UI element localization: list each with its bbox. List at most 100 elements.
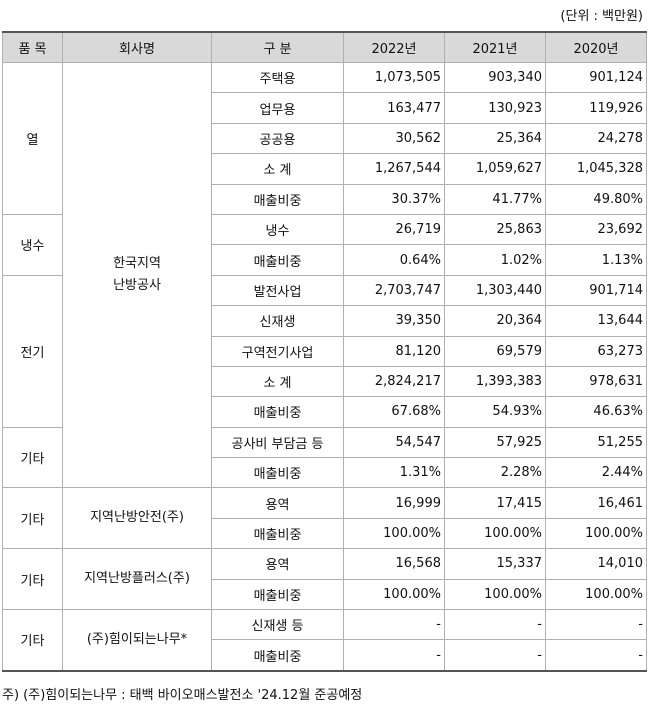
value-2021-cell: 15,337 (444, 548, 546, 580)
category-cell: 매출비중 (211, 183, 344, 215)
table-row: 소 계 1,267,544 1,059,627 1,045,328 (3, 153, 647, 185)
item-group-cell: 열 (2, 62, 63, 215)
value-2021-cell: 130,923 (444, 92, 546, 124)
category-cell: 매출비중 (211, 396, 344, 428)
value-2022-cell: 81,120 (343, 335, 445, 367)
table-row: 기타 지역난방안전(주) 용역 16,999 17,415 16,461 (2, 487, 647, 550)
value-2022-cell: 100.00% (343, 517, 445, 550)
value-2020-cell: 119,926 (545, 92, 647, 124)
category-cell: 신재생 등 (211, 609, 344, 641)
value-2021-cell: 20,364 (444, 305, 546, 337)
table-row: 매출비중 67.68% 54.93% 46.63% (3, 396, 647, 428)
header-company: 회사명 (62, 31, 212, 63)
value-2020-cell: 24,278 (545, 122, 647, 155)
value-2021-cell: 100.00% (444, 578, 546, 611)
value-2022-cell: 1,267,544 (343, 153, 445, 185)
category-cell: 매출비중 (211, 457, 344, 489)
value-2020-cell: 16,461 (545, 487, 647, 519)
category-cell: 매출비중 (211, 517, 344, 550)
category-cell: 소 계 (211, 365, 344, 398)
value-2020-cell: 1,045,328 (545, 153, 647, 185)
value-2020-cell: - (545, 609, 647, 641)
category-cell: 발전사업 (211, 274, 344, 307)
table-row: 냉수 냉수 26,719 25,863 23,692 (2, 213, 647, 276)
table-row: 기타 공사비 부담금 등 54,547 57,925 51,255 (2, 426, 647, 489)
header-row: 품 목 회사명 구 분 2022년 2021년 2020년 (2, 31, 647, 63)
value-2020-cell: 100.00% (545, 517, 647, 550)
value-2022-cell: 16,999 (343, 487, 445, 519)
category-cell: 소 계 (211, 153, 344, 185)
value-2021-cell: 903,340 (444, 61, 546, 94)
value-2022-cell: 16,568 (343, 548, 445, 580)
value-2020-cell: 49.80% (545, 183, 647, 215)
value-2021-cell: 100.00% (444, 517, 546, 550)
value-2020-cell: 51,255 (545, 426, 647, 459)
company-cell: 지역난방플러스(주) (62, 548, 212, 611)
category-cell: 매출비중 (211, 578, 344, 611)
company-cell: 지역난방안전(주) (62, 487, 212, 550)
value-2020-cell: 13,644 (545, 305, 647, 337)
value-2022-cell: 2,703,747 (343, 274, 445, 307)
company-cell: (주)힘이되는나무* (62, 609, 212, 672)
value-2021-cell: 25,364 (444, 122, 546, 155)
value-2020-cell: 23,692 (545, 213, 647, 246)
value-2021-cell: 41.77% (444, 183, 546, 215)
category-cell: 신재생 (211, 305, 344, 337)
value-2022-cell: 30,562 (343, 122, 445, 155)
category-cell: 매출비중 (211, 639, 344, 672)
value-2020-cell: 978,631 (545, 365, 647, 398)
category-cell: 공사비 부담금 등 (211, 426, 344, 459)
table-row: 공공용 30,562 25,364 24,278 (3, 122, 647, 155)
category-cell: 구역전기사업 (211, 335, 344, 367)
table-row: 업무용 163,477 130,923 119,926 (3, 92, 647, 124)
table-row: 매출비중 30.37% 41.77% 49.80% (3, 183, 647, 215)
value-2021-cell: 17,415 (444, 487, 546, 519)
value-2022-cell: 67.68% (343, 396, 445, 428)
item-group-cell: 기타 (2, 426, 63, 489)
value-2021-cell: 1,393,383 (444, 365, 546, 398)
item-group-cell: 전기 (2, 274, 63, 428)
category-cell: 주택용 (211, 61, 344, 94)
header-2020: 2020년 (545, 31, 647, 63)
category-cell: 냉수 (211, 213, 344, 246)
value-2022-cell: 100.00% (343, 578, 445, 611)
table-row: 열 한국지역 난방공사 주택용 1,073,505 903,340 901,124 (2, 61, 647, 489)
header-category: 구 분 (211, 31, 344, 63)
value-2020-cell: 14,010 (545, 548, 647, 580)
value-2021-cell: 57,925 (444, 426, 546, 459)
category-cell: 용역 (211, 548, 344, 580)
company-cell: 한국지역 난방공사 (62, 61, 212, 489)
table-row: 기타 지역난방플러스(주) 용역 16,568 15,337 14,010 (2, 548, 647, 611)
value-2022-cell: 2,824,217 (343, 365, 445, 398)
table-row: 기타 (주)힘이되는나무* 신재생 등--- (2, 609, 647, 672)
table-row: 전기 발전사업 2,703,747 1,303,440 901,714 (2, 274, 647, 428)
value-2021-cell: 1.02% (444, 244, 546, 276)
table-row: 신재생 39,350 20,364 13,644 (3, 305, 647, 337)
category-cell: 업무용 (211, 92, 344, 124)
value-2021-cell: - (444, 609, 546, 641)
value-2020-cell: 46.63% (545, 396, 647, 428)
value-2022-cell: 0.64% (343, 244, 445, 276)
category-cell: 매출비중 (211, 244, 344, 276)
value-2022-cell: 54,547 (343, 426, 445, 459)
table-row: 매출비중 100.00% 100.00% 100.00% (3, 578, 647, 611)
value-2022-cell: 1,073,505 (343, 61, 445, 94)
value-2022-cell: 39,350 (343, 305, 445, 337)
value-2022-cell: 1.31% (343, 457, 445, 489)
value-2021-cell: 54.93% (444, 396, 546, 428)
value-2021-cell: 1,303,440 (444, 274, 546, 307)
table-row: 매출비중 1.31% 2.28% 2.44% (3, 457, 647, 489)
value-2021-cell: 69,579 (444, 335, 546, 367)
sales-table: 품 목 회사명 구 분 2022년 2021년 2020년 열 한국지역 난방공사… (2, 31, 647, 672)
value-2022-cell: 26,719 (343, 213, 445, 246)
value-2022-cell: 30.37% (343, 183, 445, 215)
header-item: 품 목 (2, 31, 63, 63)
value-2022-cell: - (343, 609, 445, 641)
value-2020-cell: 901,124 (545, 61, 647, 94)
value-2021-cell: 1,059,627 (444, 153, 546, 185)
table-row: 매출비중 0.64% 1.02% 1.13% (3, 244, 647, 276)
value-2021-cell: - (444, 639, 546, 672)
header-2022: 2022년 (343, 31, 445, 63)
table-row: 매출비중 100.00% 100.00% 100.00% (3, 517, 647, 550)
value-2022-cell: 163,477 (343, 92, 445, 124)
